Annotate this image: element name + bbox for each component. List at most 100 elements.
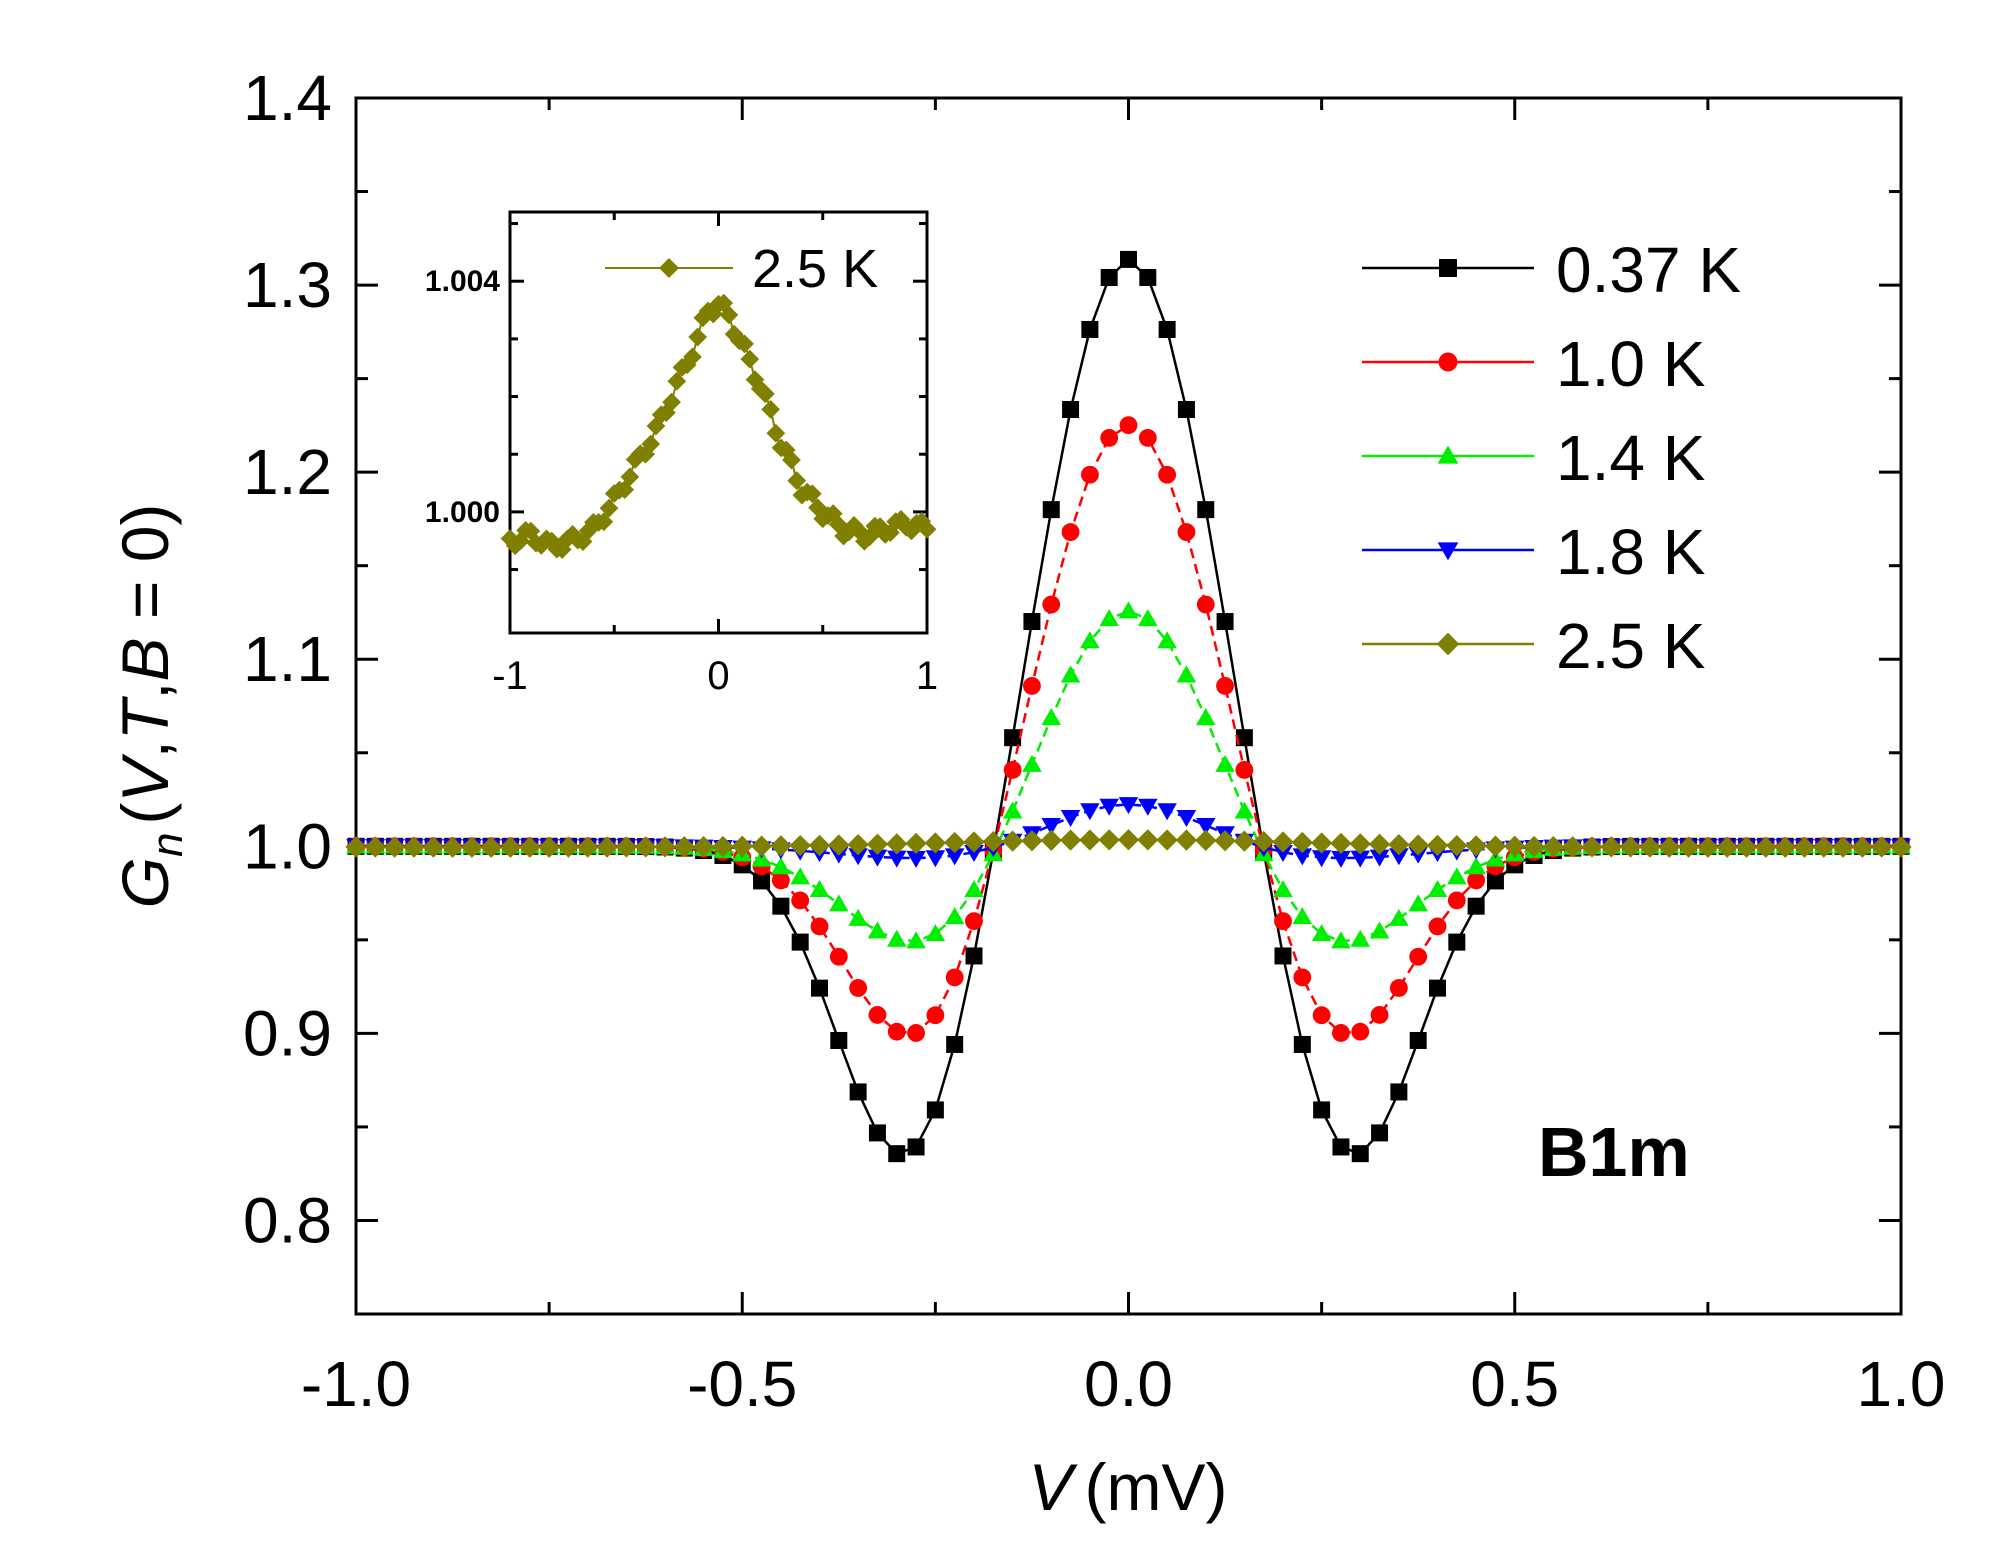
data-point [1871,836,1893,858]
data-point [1118,797,1139,815]
inset-x-tick-labels: -1 0 1 [492,654,938,698]
legend-label: 1.0 K [1556,328,1705,400]
data-point [1292,848,1313,866]
y-axis-label-main: G [108,857,182,908]
data-point [965,912,983,931]
data-point [1368,833,1391,855]
main-legend: 0.37 K 1.0 K 1.4 K 1.8 K 2.5 K [1362,234,1741,682]
x-tick-label: 0.5 [1470,1348,1559,1420]
data-point [1349,833,1371,855]
data-point [849,979,868,997]
data-point [982,830,1004,853]
data-point [1735,836,1758,858]
inset-data-point [735,334,754,354]
inset-data-point [761,399,780,419]
data-point [519,836,541,858]
data-point [441,836,464,858]
data-point [538,836,560,858]
data-point [1851,836,1873,858]
data-point [1581,836,1603,858]
x-axis-label-unit: (mV) [1085,1450,1228,1524]
data-point [1274,947,1292,965]
y-axis-label-comma2: , [108,682,182,700]
sample-annotation: B1m [1538,1113,1690,1191]
inset-y-tick-label: 1.004 [425,265,500,298]
data-point [946,1035,964,1053]
data-point [1214,830,1236,852]
legend-marker [1436,632,1460,656]
inset-x-tick-label: 1 [916,654,938,698]
data-point [1177,523,1196,541]
y-tick-label: 0.8 [243,1184,332,1256]
inset-data-point [740,349,760,369]
inset-data-point [594,512,614,532]
data-point [635,836,657,858]
data-point [1002,801,1023,819]
y-tick-label: 1.4 [243,62,332,134]
data-point [810,917,829,936]
data-point [1061,523,1080,541]
data-point [1041,708,1062,726]
main-plot: -1.0 -0.5 0.0 0.5 1.0 0.8 0.9 1.0 1.1 1.2 1.3 1.4 … [108,62,1945,1524]
data-point [384,836,406,858]
data-point [1331,850,1351,868]
data-point [1330,832,1352,855]
data-point [772,897,790,915]
data-point [1158,465,1177,484]
data-point [1293,1035,1311,1053]
legend-label: 1.4 K [1556,422,1705,494]
data-point [1311,924,1332,942]
data-point [1448,933,1466,951]
data-point [1331,931,1351,949]
data-point [1042,501,1060,519]
inset-plot: -1 0 1 1.000 1.004 2.5 K [425,210,938,698]
data-point [809,880,830,898]
inset-data-point [662,392,681,412]
legend-marker [1439,259,1457,277]
data-point [1369,921,1390,939]
data-point [1234,801,1255,819]
data-point [1716,836,1738,858]
data-point [791,933,809,951]
data-point [1080,465,1099,484]
data-point [771,871,790,890]
data-point [1274,912,1292,931]
data-point [1447,867,1467,885]
y-axis-label-t: T [108,695,182,740]
data-point [1793,836,1816,858]
inset-y-tick-label: 1.000 [425,496,500,529]
data-point [925,850,946,868]
data-point [1158,320,1176,338]
data-point [811,979,828,997]
data-point [866,833,889,855]
data-point [789,834,811,857]
data-point [1390,1083,1408,1101]
data-point [1157,631,1177,649]
y-axis-label-open: ( [108,803,182,825]
data-point [886,850,907,868]
data-point [1429,979,1446,997]
data-point [712,835,734,858]
data-point [1079,829,1101,851]
data-point [1292,907,1313,925]
data-point [1272,831,1294,853]
data-point [1233,830,1255,852]
data-point [944,907,965,925]
data-point [965,947,983,965]
data-point [1023,613,1041,631]
data-point [906,850,926,868]
data-point [1600,836,1622,858]
data-point [868,1124,886,1142]
data-point [868,1005,887,1024]
data-point [1774,836,1796,858]
data-point [1639,836,1661,858]
data-point [1197,501,1215,519]
x-tick-label: 1.0 [1857,1348,1946,1420]
data-point [1021,830,1043,852]
data-point [1138,798,1158,816]
legend-marker [1437,445,1459,464]
data-point [1216,613,1234,631]
inset-legend: 2.5 K [605,239,878,299]
legend-label: 0.37 K [1556,234,1741,306]
data-point [1409,1031,1427,1049]
